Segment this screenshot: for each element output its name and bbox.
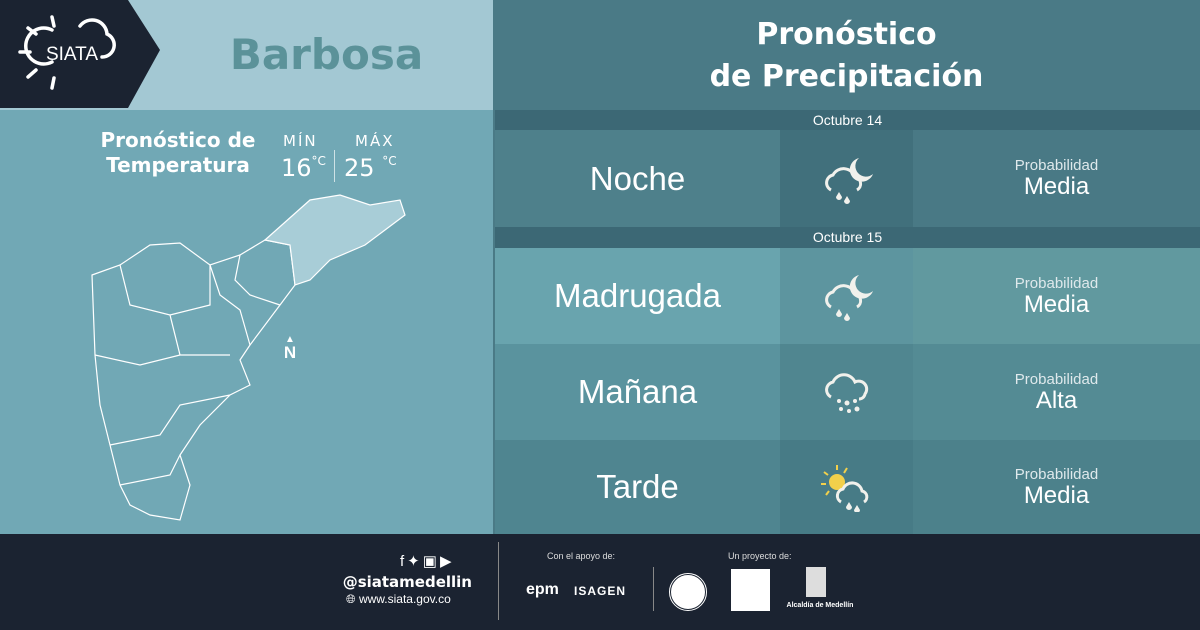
divider [498,542,499,620]
probability-cell: Probabilidad Media [913,130,1200,227]
instagram-icon[interactable]: ▣ [422,553,440,570]
north-arrow-icon: ▲ [285,334,295,345]
max-label: MÁX [355,132,395,150]
cloud-moon-rain-icon [780,248,913,344]
period-name: Tarde [495,440,780,534]
social-handle[interactable]: @siatamedellin [342,573,472,591]
area-metropolitana-logo [731,569,770,611]
alcaldia-logo [806,567,826,597]
probability-cell: Probabilidad Alta [913,344,1200,440]
forecast-row: Noche Probabilidad Media [495,130,1200,227]
map-panel [0,110,493,534]
forecast-row: Madrugada Probabilidad Media [495,248,1200,344]
barbosa-region [263,194,406,286]
period-name: Noche [495,130,780,227]
date-header: Octubre 14 [495,110,1200,130]
forecast-row: Mañana Probabilidad Alta [495,344,1200,440]
siata-logo: SIATA [0,0,160,108]
temperature-title: Pronóstico de Temperatura [100,128,256,177]
social-icons: f✦▣▶ [400,552,454,570]
precipitation-title: Pronóstico de Precipitación [709,17,984,94]
project-label: Un proyecto de: [728,551,792,561]
forecast-row: Tarde Probabilidad Media [495,440,1200,534]
facebook-icon[interactable]: f [400,553,408,570]
cloud-moon-rain-icon [780,130,913,227]
isagen-logo: ISAGEN [574,584,627,598]
website-link[interactable]: 🌐︎ www.siata.gov.co [346,592,451,606]
seal-logo [668,572,708,612]
twitter-icon[interactable]: ✦ [407,553,423,570]
date-header: Octubre 15 [495,227,1200,248]
municipality-map [91,194,406,521]
svg-text:SIATA: SIATA [46,44,98,65]
divider [334,150,335,182]
youtube-icon[interactable]: ▶ [439,553,455,570]
min-temperature: 16°C [281,154,326,182]
min-label: MÍN [283,132,318,150]
heavy-rain-cloud-icon [780,344,913,440]
sun-cloud-rain-icon [780,440,913,534]
divider [653,567,654,611]
north-indicator: ▲ N [283,334,297,362]
probability-cell: Probabilidad Media [913,440,1200,534]
period-name: Madrugada [495,248,780,344]
globe-icon: 🌐︎ [346,592,356,606]
period-name: Mañana [495,344,780,440]
location-name: Barbosa [229,29,424,79]
epm-logo: epm [526,581,559,598]
alcaldia-label: Alcaldía de Medellín [786,602,854,609]
max-temperature: 25 °C [344,154,397,182]
probability-cell: Probabilidad Media [913,248,1200,344]
support-label: Con el apoyo de: [547,551,616,561]
footer: f✦▣▶ @siatamedellin 🌐︎ www.siata.gov.co … [0,534,1200,630]
